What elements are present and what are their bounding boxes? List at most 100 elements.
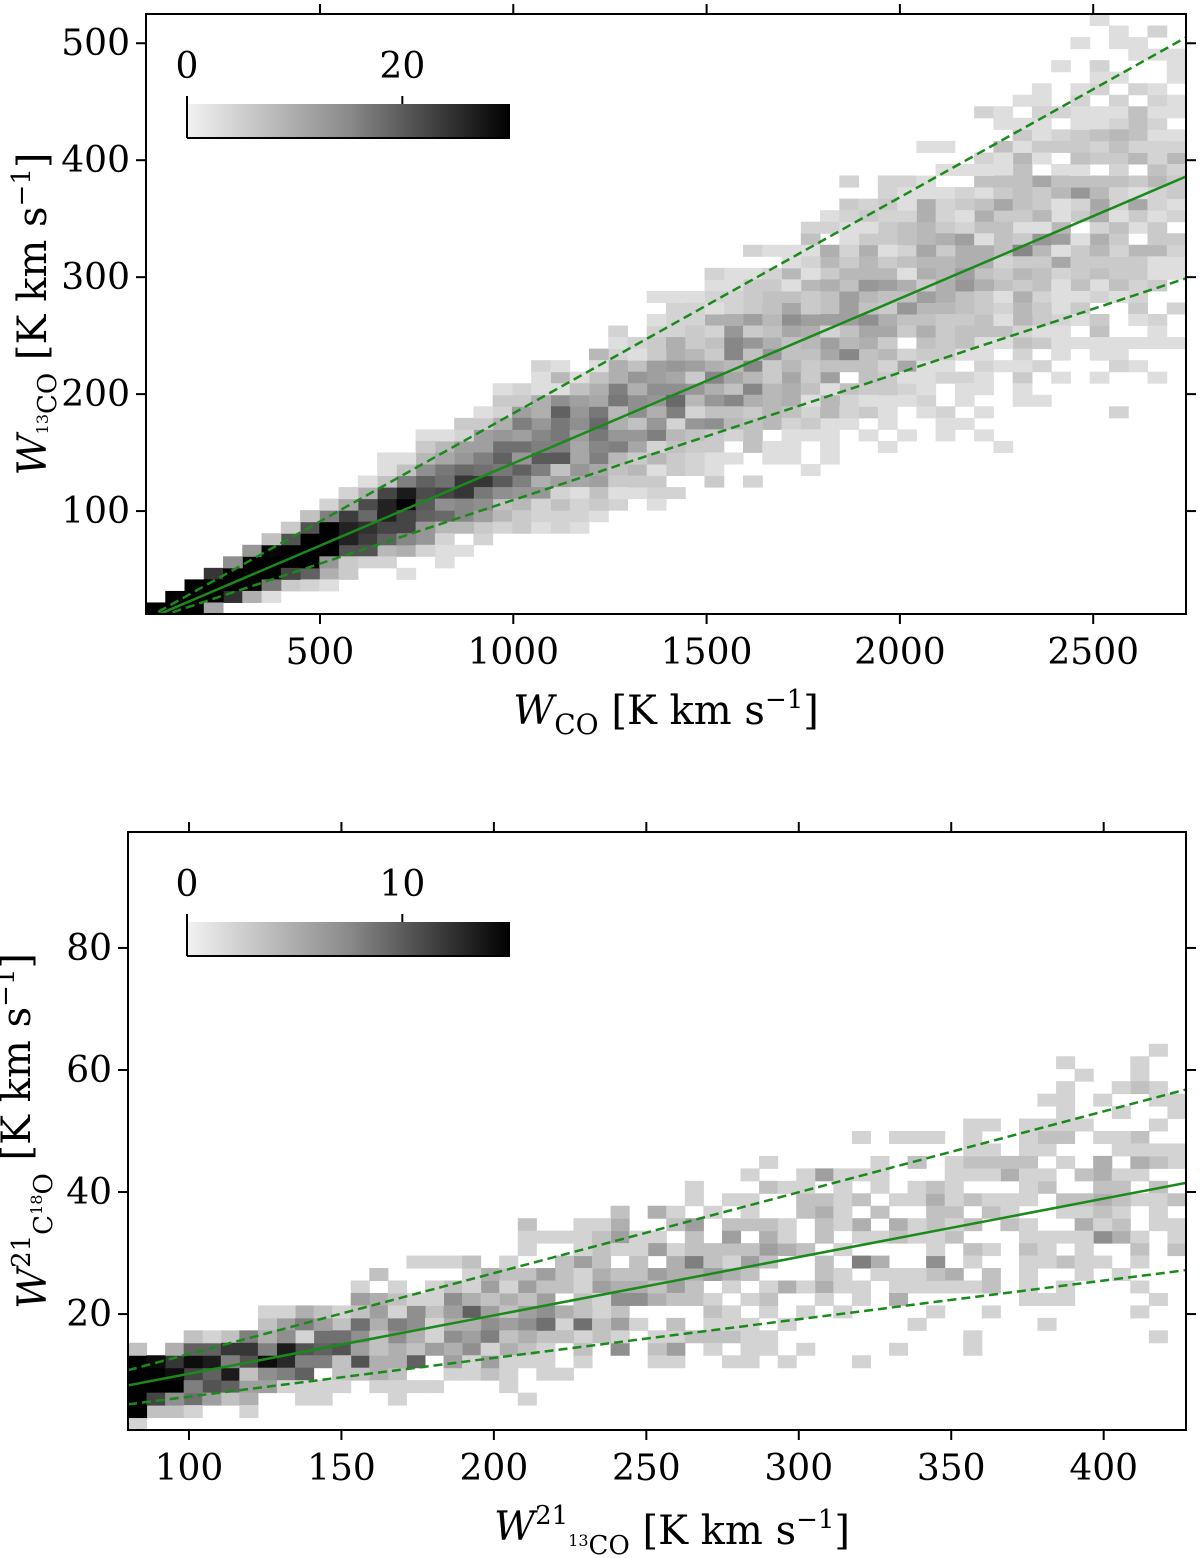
- histogram-cell: [550, 394, 571, 407]
- histogram-cell: [1051, 267, 1071, 280]
- histogram-cell: [511, 498, 532, 511]
- histogram-cell: [666, 325, 686, 338]
- histogram-cell: [492, 440, 513, 453]
- histogram-cell: [877, 256, 898, 269]
- histogram-cell: [462, 1342, 482, 1356]
- histogram-cell: [165, 590, 186, 603]
- histogram-cell: [1012, 302, 1033, 315]
- histogram-cell: [517, 1355, 537, 1369]
- histogram-cell: [1147, 233, 1168, 246]
- histogram-cell: [646, 452, 667, 465]
- histogram-cell: [820, 314, 840, 327]
- histogram-cell: [981, 1205, 1001, 1219]
- histogram-cell: [517, 1392, 537, 1406]
- histogram-cell: [993, 164, 1014, 177]
- histogram-cell: [276, 1367, 296, 1381]
- histogram-cell: [1051, 314, 1071, 327]
- histogram-cell: [839, 198, 860, 211]
- histogram-cell: [1012, 140, 1033, 153]
- histogram-cell: [454, 544, 474, 557]
- histogram-cell: [627, 348, 648, 361]
- histogram-cell: [1070, 83, 1091, 96]
- histogram-cell: [743, 440, 763, 453]
- histogram-cell: [759, 1243, 779, 1257]
- histogram-cell: [800, 348, 821, 361]
- histogram-cell: [897, 348, 917, 361]
- histogram-cell: [1148, 1143, 1168, 1157]
- histogram-cell: [629, 1317, 649, 1331]
- histogram-cell: [1037, 1317, 1057, 1331]
- histogram-cell: [685, 406, 706, 419]
- histogram-cell: [1128, 48, 1148, 61]
- histogram-cell: [1147, 325, 1168, 338]
- histogram-cell: [313, 1380, 333, 1394]
- histogram-cell: [220, 1380, 240, 1394]
- histogram-cell: [319, 567, 340, 580]
- histogram-cell: [907, 1218, 927, 1232]
- histogram-cell: [610, 1218, 630, 1232]
- fit-line-dashed: [163, 277, 1186, 614]
- chart-panel-bottom: 100 150 200 250 300 350 400 20 40 60 80 0 10 W2113CO …: [0, 822, 1196, 1558]
- histogram-cell: [1167, 1230, 1186, 1244]
- histogram-cell: [1070, 129, 1091, 142]
- histogram-cell: [800, 383, 821, 396]
- histogram-cell: [569, 487, 590, 500]
- histogram-cell: [935, 221, 956, 234]
- histogram-cell: [1128, 210, 1148, 223]
- histogram-cell: [685, 290, 706, 303]
- histogram-cell: [974, 152, 994, 165]
- histogram-cell: [1031, 325, 1052, 338]
- histogram-cell: [1167, 1193, 1186, 1207]
- histogram-cell: [858, 360, 879, 373]
- histogram-cell: [685, 302, 706, 315]
- histogram-cell: [1056, 1292, 1076, 1306]
- histogram-cell: [1093, 1155, 1113, 1169]
- histogram-cell: [981, 1193, 1001, 1207]
- histogram-cell: [944, 1205, 964, 1219]
- histogram-cell: [981, 1280, 1001, 1294]
- histogram-cell: [387, 1317, 407, 1331]
- histogram-cell: [610, 1205, 630, 1219]
- histogram-cell: [981, 1143, 1001, 1157]
- histogram-cell: [954, 187, 975, 200]
- histogram-cell: [820, 417, 840, 430]
- histogram-cell: [1148, 1093, 1168, 1107]
- histogram-cell: [907, 1180, 927, 1194]
- histogram-cell: [1056, 1106, 1076, 1120]
- histogram-cell: [531, 360, 551, 373]
- histogram-cell: [588, 475, 609, 488]
- histogram-cell: [820, 337, 840, 350]
- histogram-cell: [926, 1131, 946, 1144]
- histogram-cell: [759, 1330, 779, 1344]
- histogram-cell: [1051, 175, 1071, 188]
- histogram-cell: [588, 510, 609, 523]
- x-tick-label: 250: [612, 1448, 681, 1489]
- histogram-cell: [1031, 210, 1052, 223]
- histogram-cell: [350, 1292, 370, 1306]
- histogram-cell: [1111, 1081, 1131, 1095]
- histogram-cell: [531, 417, 551, 430]
- histogram-cell: [935, 360, 956, 373]
- histogram-cell: [377, 452, 397, 465]
- histogram-cell: [1089, 244, 1110, 257]
- histogram-cell: [684, 1280, 704, 1294]
- histogram-cell: [146, 1405, 166, 1419]
- histogram-cell: [743, 371, 763, 384]
- histogram-cell: [685, 360, 706, 373]
- histogram-cell: [743, 417, 763, 430]
- histogram-cell: [877, 279, 898, 292]
- histogram-cell: [280, 567, 301, 580]
- histogram-cell: [202, 1330, 222, 1344]
- histogram-cell: [723, 302, 744, 315]
- histogram-cell: [300, 510, 320, 523]
- histogram-cell: [517, 1280, 537, 1294]
- histogram-cell: [396, 510, 417, 523]
- histogram-cell: [743, 314, 763, 327]
- histogram-cell: [434, 498, 455, 511]
- histogram-cell: [610, 1243, 630, 1257]
- histogram-cell: [239, 1367, 259, 1381]
- histogram-cell: [762, 325, 783, 338]
- histogram-cell: [704, 440, 725, 453]
- histogram-cell: [300, 556, 320, 569]
- histogram-cell: [1074, 1218, 1094, 1232]
